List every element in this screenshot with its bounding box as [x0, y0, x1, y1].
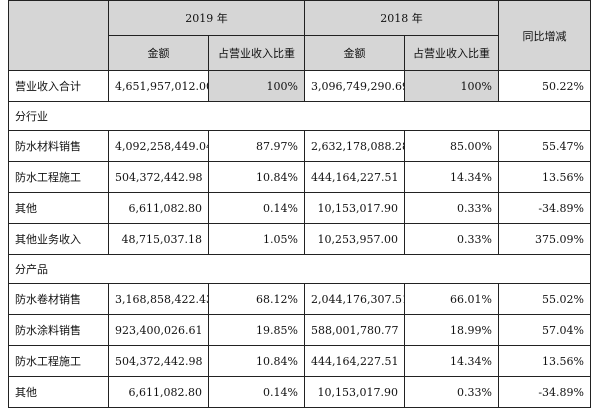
- row-yoy: -34.89%: [498, 192, 591, 224]
- row-label: 其他: [8, 192, 109, 224]
- row-amount-2018: 10,153,017.90: [304, 192, 405, 224]
- row-yoy: 13.56%: [498, 161, 591, 193]
- row-amount-2018: 444,164,227.51: [304, 161, 405, 193]
- total-row: 营业收入合计 4,651,957,012.00 100% 3,096,749,2…: [8, 70, 591, 102]
- row-amount-2018: 2,044,176,307.51: [304, 283, 405, 315]
- table-row: 其他业务收入 48,715,037.18 1.05% 10,253,957.00…: [8, 223, 591, 255]
- row-label: 防水工程施工: [8, 161, 109, 193]
- row-ratio-2018: 14.34%: [404, 161, 499, 193]
- table-row: 防水材料销售 4,092,258,449.04 87.97% 2,632,178…: [8, 130, 591, 162]
- row-ratio-2019: 10.84%: [208, 161, 305, 193]
- row-ratio-2019: 68.12%: [208, 283, 305, 315]
- table-row: 其他 6,611,082.80 0.14% 10,153,017.90 0.33…: [8, 192, 591, 224]
- row-amount-2018: 2,632,178,088.28: [304, 130, 405, 162]
- row-amount-2019: 6,611,082.80: [108, 376, 209, 408]
- row-ratio-2018: 0.33%: [404, 192, 499, 224]
- row-amount-2019: 504,372,442.98: [108, 345, 209, 377]
- total-ratio-2019: 100%: [208, 70, 305, 102]
- row-amount-2019: 923,400,026.61: [108, 314, 209, 346]
- header-row-columns: 金额 占营业收入比重 金额 占营业收入比重: [9, 35, 591, 71]
- row-amount-2019: 6,611,082.80: [108, 192, 209, 224]
- total-ratio-2018: 100%: [404, 70, 499, 102]
- row-ratio-2018: 14.34%: [404, 345, 499, 377]
- section-industry-row: 分行业: [8, 101, 591, 131]
- row-yoy: 55.47%: [498, 130, 591, 162]
- row-amount-2019: 4,092,258,449.04: [108, 130, 209, 162]
- table-row: 其他 6,611,082.80 0.14% 10,153,017.90 0.33…: [8, 376, 591, 408]
- row-yoy: 57.04%: [498, 314, 591, 346]
- row-yoy: 55.02%: [498, 283, 591, 315]
- row-amount-2019: 504,372,442.98: [108, 161, 209, 193]
- row-ratio-2019: 19.85%: [208, 314, 305, 346]
- total-yoy: 50.22%: [498, 70, 591, 102]
- row-ratio-2018: 18.99%: [404, 314, 499, 346]
- table-row: 防水工程施工 504,372,442.98 10.84% 444,164,227…: [8, 161, 591, 193]
- header-corner: [8, 0, 109, 71]
- row-ratio-2019: 0.14%: [208, 376, 305, 408]
- row-label: 防水涂料销售: [8, 314, 109, 346]
- row-amount-2018: 444,164,227.51: [304, 345, 405, 377]
- row-yoy: -34.89%: [498, 376, 591, 408]
- header-row-years: 2019 年 2018 年 同比增减: [8, 0, 591, 71]
- row-amount-2019: 48,715,037.18: [108, 223, 209, 255]
- row-label: 其他业务收入: [8, 223, 109, 255]
- header-yoy: 同比增减: [498, 0, 591, 71]
- row-label: 防水工程施工: [8, 345, 109, 377]
- header-year-2018: 2018 年: [304, 0, 499, 36]
- row-yoy: 375.09%: [498, 223, 591, 255]
- row-amount-2018: 10,253,957.00: [304, 223, 405, 255]
- row-ratio-2018: 66.01%: [404, 283, 499, 315]
- row-label: 其他: [8, 376, 109, 408]
- total-amount-2018: 3,096,749,290.69: [304, 70, 405, 102]
- section-product-row: 分产品: [8, 254, 591, 284]
- header-year-2019: 2019 年: [108, 0, 305, 36]
- row-amount-2018: 10,153,017.90: [304, 376, 405, 408]
- table-row: 防水卷材销售 3,168,858,422.43 68.12% 2,044,176…: [8, 283, 591, 315]
- row-ratio-2018: 0.33%: [404, 223, 499, 255]
- header-ratio-2019: 占营业收入比重: [208, 35, 305, 71]
- row-label: 防水卷材销售: [8, 283, 109, 315]
- table-row: 防水工程施工 504,372,442.98 10.84% 444,164,227…: [8, 345, 591, 377]
- table-row: 防水涂料销售 923,400,026.61 19.85% 588,001,780…: [8, 314, 591, 346]
- header-amount-2019: 金额: [108, 35, 209, 71]
- header-amount-2018: 金额: [304, 35, 405, 71]
- row-yoy: 13.56%: [498, 345, 591, 377]
- row-ratio-2019: 1.05%: [208, 223, 305, 255]
- header-ratio-2018: 占营业收入比重: [404, 35, 499, 71]
- row-amount-2018: 588,001,780.77: [304, 314, 405, 346]
- row-ratio-2019: 10.84%: [208, 345, 305, 377]
- revenue-table: 2019 年 2018 年 同比增减 金额 占营业收入比重 金额 占营业收入比重…: [8, 0, 591, 408]
- section-industry-label: 分行业: [8, 101, 591, 131]
- row-ratio-2018: 0.33%: [404, 376, 499, 408]
- row-label: 防水材料销售: [8, 130, 109, 162]
- row-ratio-2019: 87.97%: [208, 130, 305, 162]
- row-ratio-2018: 85.00%: [404, 130, 499, 162]
- total-label: 营业收入合计: [8, 70, 109, 102]
- total-amount-2019: 4,651,957,012.00: [108, 70, 209, 102]
- section-product-label: 分产品: [8, 254, 591, 284]
- row-amount-2019: 3,168,858,422.43: [108, 283, 209, 315]
- row-ratio-2019: 0.14%: [208, 192, 305, 224]
